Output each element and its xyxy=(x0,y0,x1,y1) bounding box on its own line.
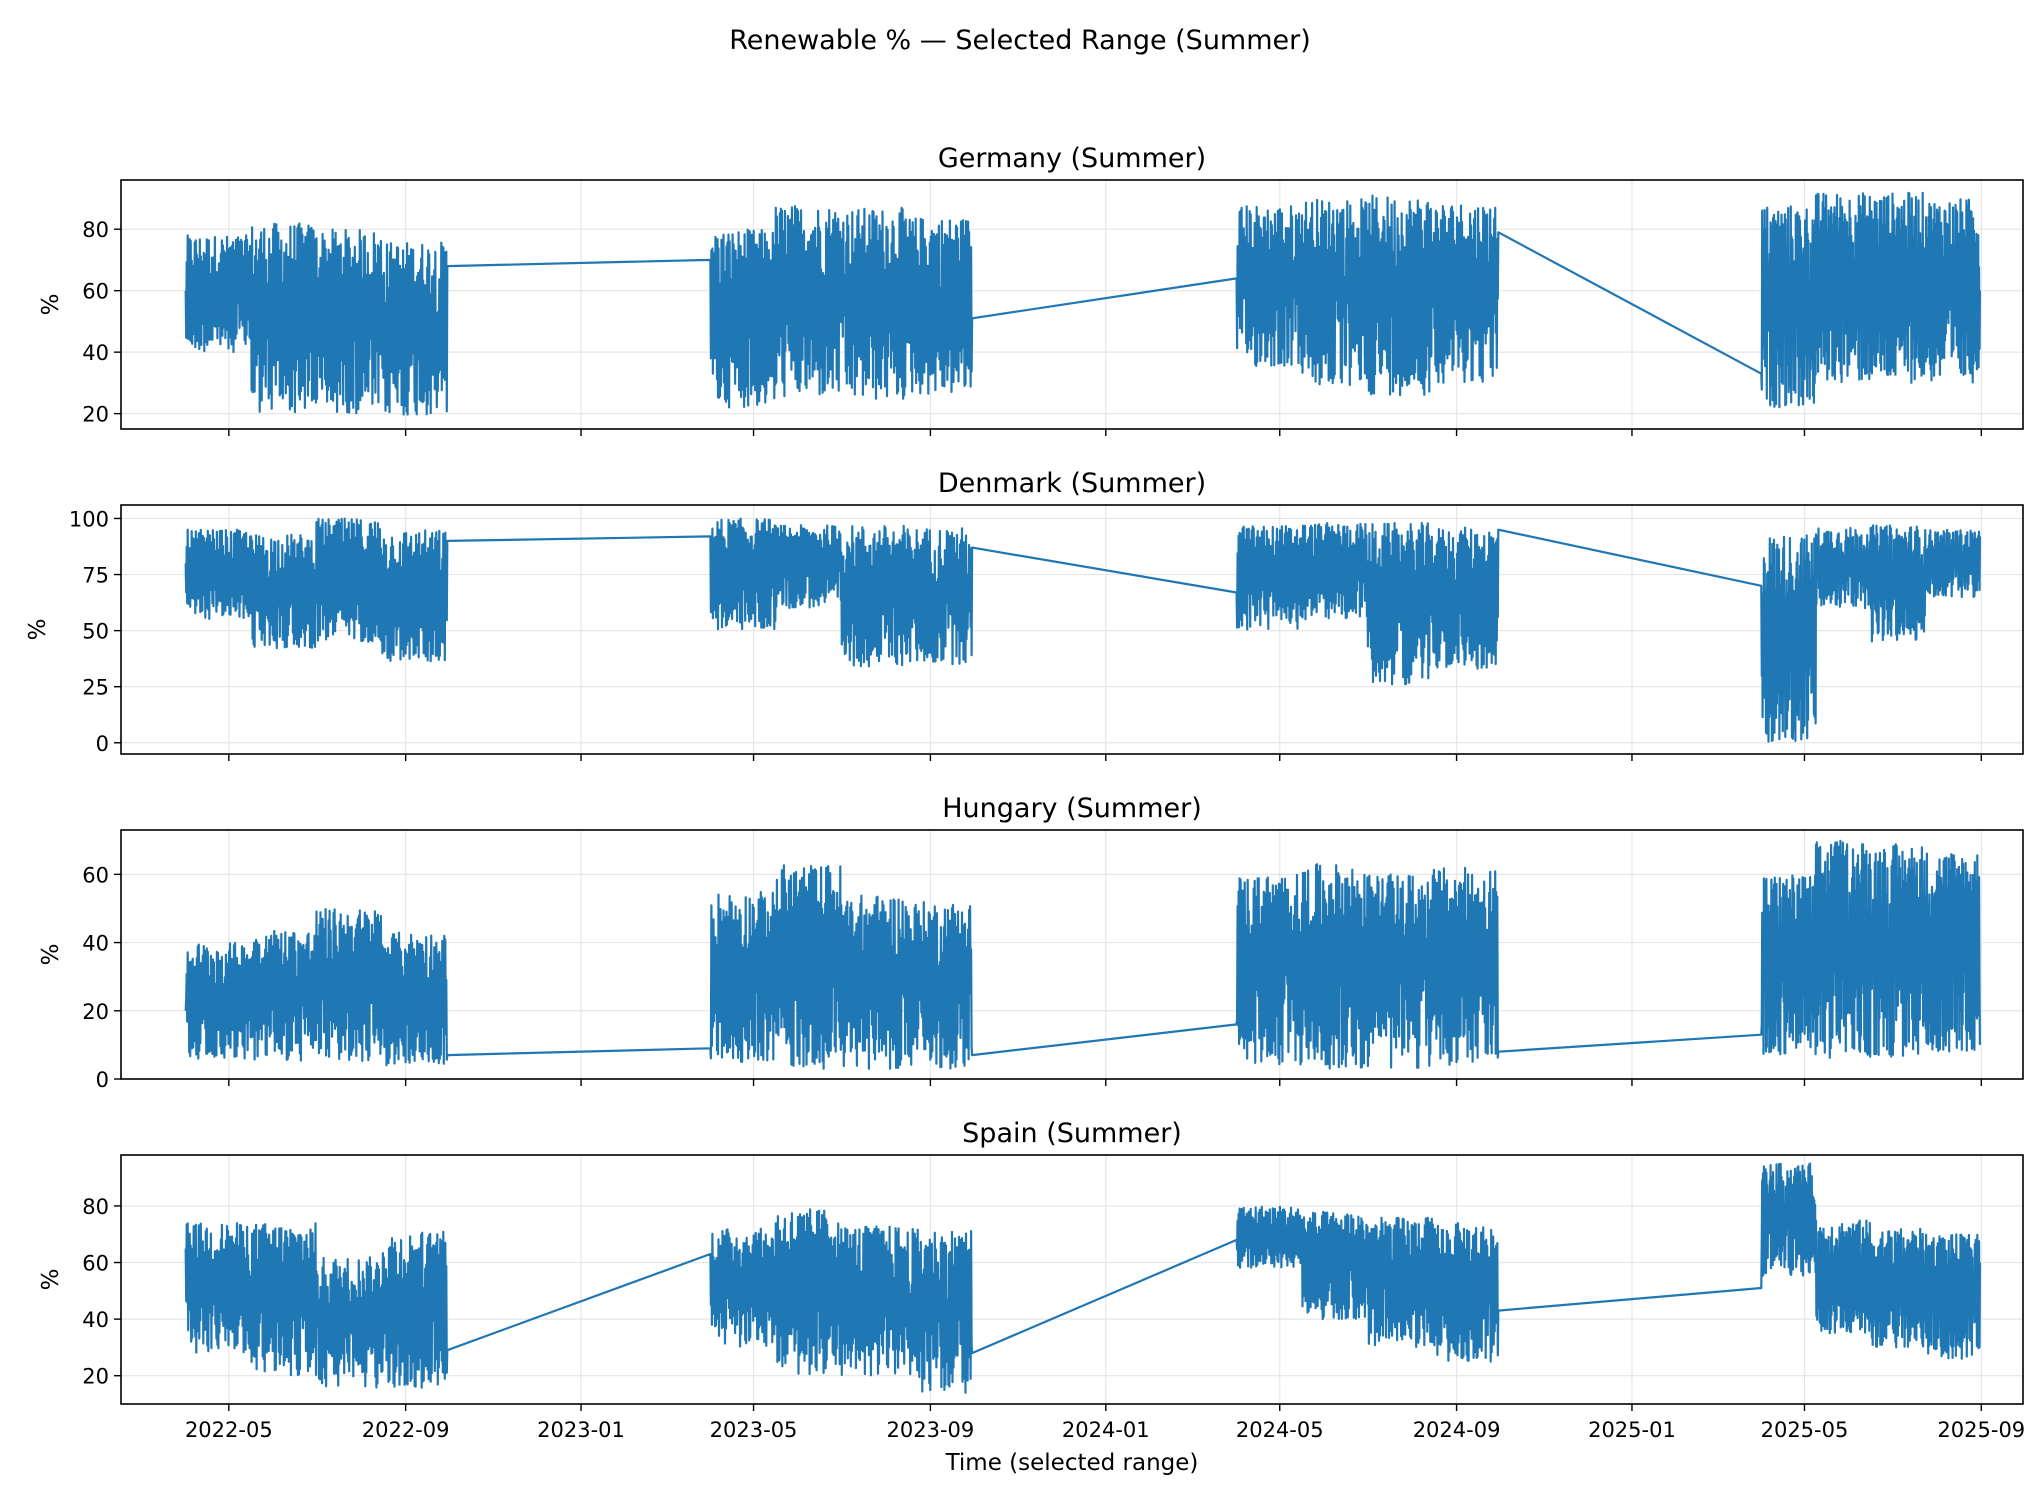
plot-frame xyxy=(120,504,2024,755)
y-tick-label: 25 xyxy=(82,676,109,700)
series-line xyxy=(184,191,1981,416)
y-tick-label: 20 xyxy=(82,403,109,427)
series-line xyxy=(184,517,1981,743)
plot-frame xyxy=(120,1154,2024,1405)
x-tick-label: 2024-01 xyxy=(1062,1418,1150,1442)
subplot-1: 0 25 50 75 100 Denmark (Summer)% xyxy=(25,468,2024,761)
y-tick-label: 0 xyxy=(96,732,109,756)
plot-frame xyxy=(120,179,2024,430)
x-tick-label: 2022-09 xyxy=(362,1418,450,1442)
y-axis-label: % xyxy=(38,944,64,966)
subplot-2: 0 20 40 60 Hungary (Summer)% xyxy=(38,793,2024,1092)
figure-title: Renewable % — Selected Range (Summer) xyxy=(729,25,1311,56)
y-tick-label: 20 xyxy=(82,1365,109,1389)
y-tick-label: 80 xyxy=(82,1195,109,1219)
series-line xyxy=(184,839,1981,1070)
y-tick-label: 0 xyxy=(96,1068,109,1092)
y-axis-label: % xyxy=(25,619,51,641)
plot-frame xyxy=(120,829,2024,1080)
y-axis-label: % xyxy=(38,1269,64,1291)
x-tick-label: 2023-09 xyxy=(887,1418,975,1442)
y-tick-label: 100 xyxy=(69,507,109,531)
y-tick-label: 40 xyxy=(82,932,109,956)
subplot-title: Germany (Summer) xyxy=(938,143,1206,174)
y-tick-label: 60 xyxy=(82,280,109,304)
subplot-panels: 20 40 60 80 Germany (Summer)% 0 25 50 75 100 Denma… xyxy=(25,143,2025,1442)
y-tick-label: 50 xyxy=(82,620,109,644)
y-tick-label: 60 xyxy=(82,863,109,887)
subplot-title: Hungary (Summer) xyxy=(942,793,1202,824)
x-tick-label: 2024-05 xyxy=(1236,1418,1324,1442)
subplot-title: Denmark (Summer) xyxy=(938,468,1206,499)
subplot-0: 20 40 60 80 Germany (Summer)% xyxy=(38,143,2024,436)
y-tick-label: 60 xyxy=(82,1252,109,1276)
x-axis-label: Time (selected range) xyxy=(945,1450,1199,1476)
series-line xyxy=(184,1162,1982,1394)
y-tick-label: 20 xyxy=(82,1000,109,1024)
x-tick-label: 2025-05 xyxy=(1761,1418,1849,1442)
y-tick-label: 40 xyxy=(82,341,109,365)
y-axis-label: % xyxy=(38,294,64,316)
x-tick-label: 2024-09 xyxy=(1413,1418,1501,1442)
subplot-3: 20 40 60 80 2022-05 2022-09 2023-01 2023-05 2023… xyxy=(38,1118,2025,1442)
y-tick-label: 75 xyxy=(82,564,109,588)
x-tick-label: 2025-01 xyxy=(1588,1418,1676,1442)
subplot-title: Spain (Summer) xyxy=(962,1118,1182,1149)
y-tick-label: 80 xyxy=(82,218,109,242)
x-tick-label: 2022-05 xyxy=(185,1418,273,1442)
x-tick-label: 2023-01 xyxy=(537,1418,625,1442)
y-tick-label: 40 xyxy=(82,1308,109,1332)
x-tick-label: 2023-05 xyxy=(710,1418,798,1442)
x-tick-label: 2025-09 xyxy=(1937,1418,2025,1442)
